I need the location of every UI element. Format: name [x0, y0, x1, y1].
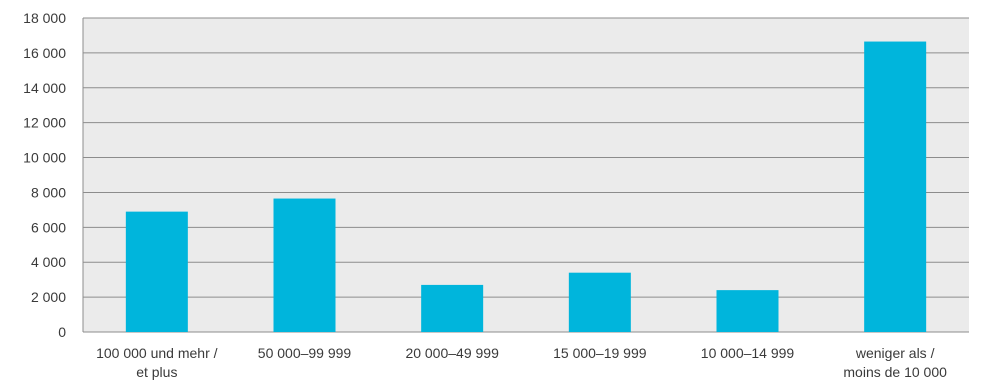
y-tick-label: 10 000	[23, 150, 66, 166]
x-category-label: weniger als / moins de 10 000	[843, 345, 947, 380]
x-category-label-line: 10 000–14 999	[701, 345, 795, 361]
x-category-label-line: weniger als /	[855, 345, 935, 361]
x-category-label: 15 000–19 999	[553, 345, 647, 361]
bar	[421, 284, 484, 332]
y-tick-label: 6 000	[31, 219, 66, 235]
y-tick-label: 14 000	[23, 80, 66, 96]
x-category-label-line: 100 000 und mehr /	[96, 345, 218, 361]
y-tick-label: 8 000	[31, 184, 66, 200]
y-tick-label: 2 000	[31, 289, 66, 305]
y-tick-label: 18 000	[23, 10, 66, 26]
bars	[125, 41, 927, 333]
x-axis-category-labels: 100 000 und mehr / et plus 50 000–99 999 20…	[96, 345, 947, 380]
bar	[273, 198, 336, 332]
bar	[568, 272, 631, 332]
y-tick-label: 12 000	[23, 115, 66, 131]
x-category-label-line: 20 000–49 999	[405, 345, 499, 361]
x-category-label-line: 50 000–99 999	[258, 345, 352, 361]
x-category-label: 100 000 und mehr / et plus	[96, 345, 218, 380]
x-category-label: 10 000–14 999	[701, 345, 795, 361]
y-tick-label: 0	[58, 324, 66, 340]
y-axis-tick-labels: 0 2 000 4 000 6 000 8 000 10 000 12 000 14 000 1…	[23, 10, 66, 340]
y-tick-label: 16 000	[23, 45, 66, 61]
x-category-label: 50 000–99 999	[258, 345, 352, 361]
bar	[125, 211, 188, 332]
bar	[716, 290, 779, 332]
x-category-label-line: moins de 10 000	[843, 364, 947, 380]
gridlines	[82, 17, 969, 333]
x-category-label-line: 15 000–19 999	[553, 345, 647, 361]
x-category-label-line: et plus	[136, 364, 177, 380]
bar	[864, 41, 927, 333]
y-tick-label: 4 000	[31, 254, 66, 270]
x-category-label: 20 000–49 999	[405, 345, 499, 361]
plot-background	[83, 18, 969, 332]
